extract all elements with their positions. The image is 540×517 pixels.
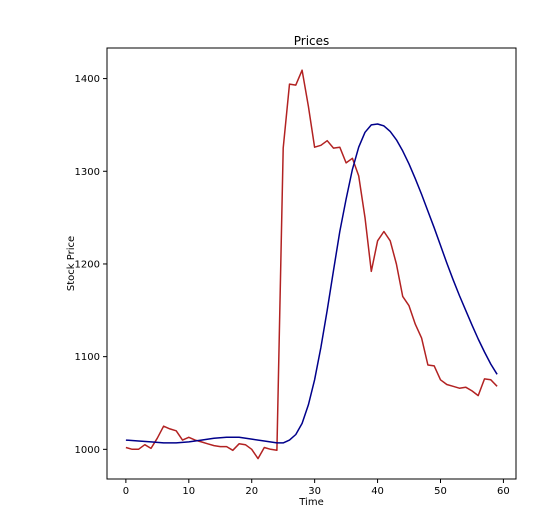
chart-title: Prices: [294, 34, 330, 48]
x-tick-label: 40: [371, 486, 384, 497]
y-tick-label: 1300: [75, 167, 100, 178]
x-tick-label: 0: [123, 486, 129, 497]
y-tick-label: 1200: [75, 259, 100, 270]
y-axis: 1000 1100 1200 1300 1400: [75, 74, 107, 456]
y-tick-label: 1000: [75, 445, 100, 456]
x-tick-label: 10: [182, 486, 195, 497]
y-tick-label: 1100: [75, 352, 100, 363]
x-axis: 0 10 20 30 40 50 60: [123, 479, 510, 497]
x-tick-label: 30: [308, 486, 321, 497]
x-tick-label: 50: [434, 486, 447, 497]
x-tick-label: 20: [245, 486, 258, 497]
y-tick-label: 1400: [75, 74, 100, 85]
x-tick-label: 60: [497, 486, 510, 497]
price-series-line: [125, 69, 498, 460]
smoothed-series-line: [125, 123, 498, 444]
y-axis-label: Stock Price: [66, 236, 77, 291]
plot-frame: [106, 47, 517, 480]
x-axis-label: Time: [298, 497, 323, 508]
plot-area: [125, 69, 498, 460]
